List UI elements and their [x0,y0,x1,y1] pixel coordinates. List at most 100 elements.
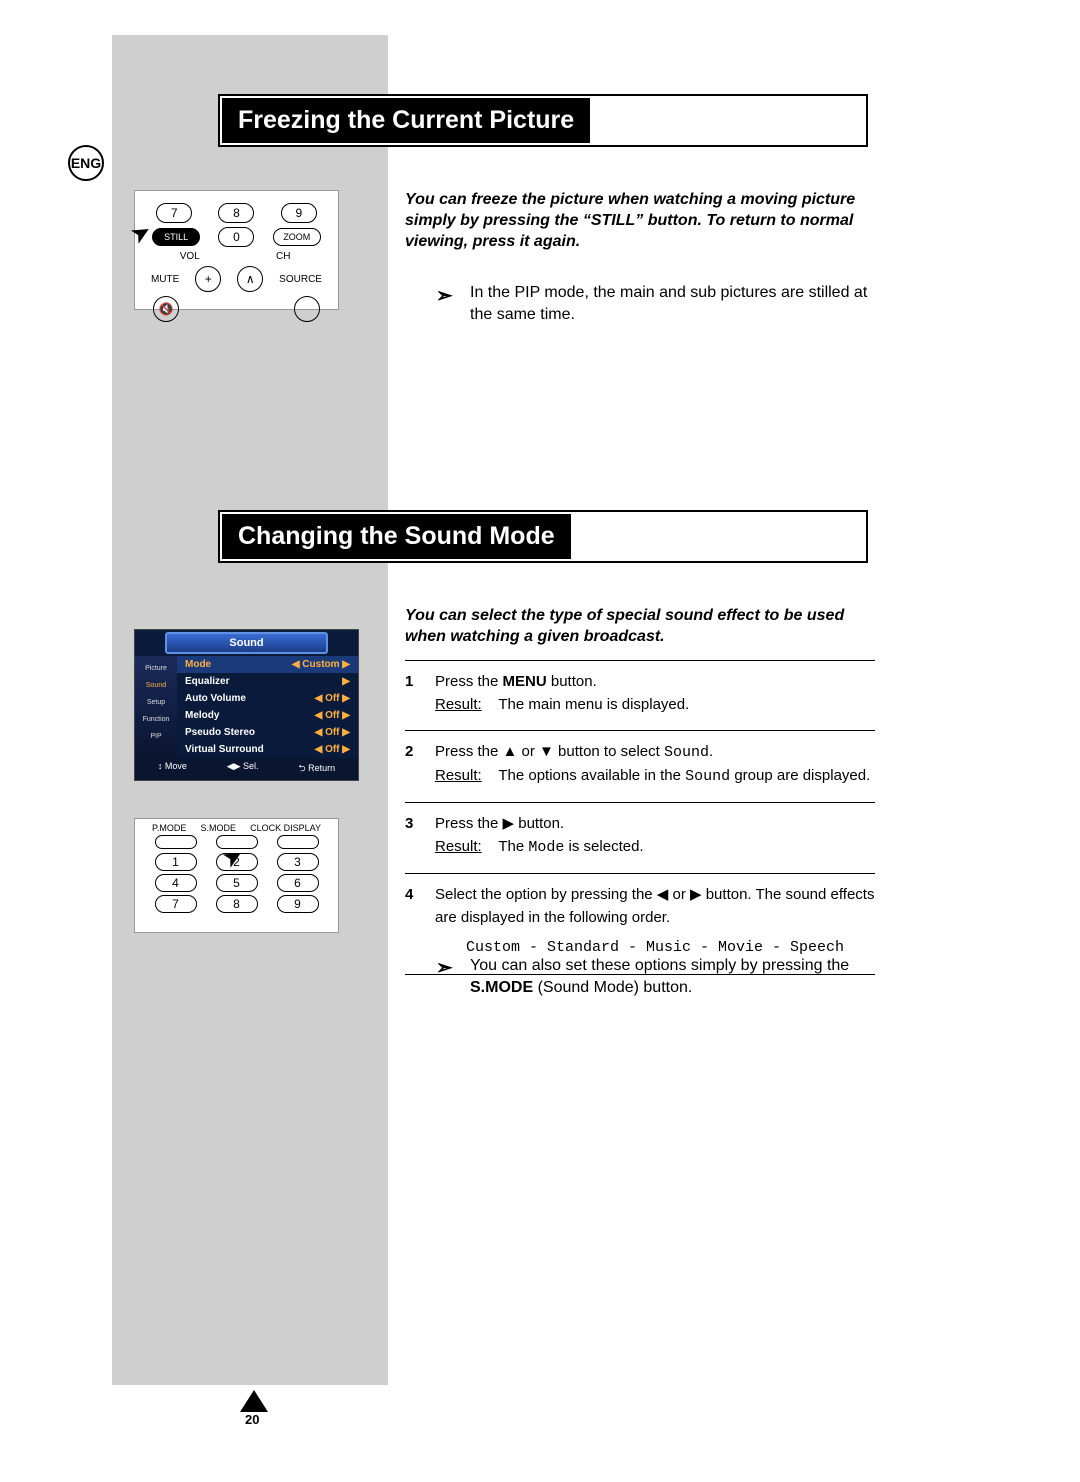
osd-title: Sound [165,632,328,654]
remote-btn-7: 7 [156,203,192,223]
step-text: . [709,743,713,760]
note-arrow-icon: ➣ [436,283,453,308]
remote-btn-8b: 8 [216,895,258,913]
osd-label: Melody [185,710,219,721]
remote-btn-5: 5 [216,874,258,892]
remote-btn-pmode [155,835,197,849]
remote-illustration-2: P.MODE S.MODE CLOCK DISPLAY ➤ 1 2 3 4 5 … [134,818,339,933]
osd-value: ◀ Off ▶ [315,744,350,755]
osd-label: Virtual Surround [185,744,264,755]
osd-value: ◀ Custom ▶ [292,659,350,670]
osd-tab-sound: Sound [137,677,175,694]
remote-btn-9b: 9 [277,895,319,913]
osd-row-pseudostereo: Pseudo Stereo ◀ Off ▶ [177,724,358,741]
step-number: 4 [405,884,435,960]
osd-row-mode: Mode ◀ Custom ▶ [177,656,358,673]
remote-btn-7b: 7 [155,895,197,913]
result-label: Result: [435,767,482,784]
osd-left-tabs: Picture Sound Setup Function PIP [135,656,177,758]
section1-title: Freezing the Current Picture [222,98,590,143]
result-label: Result: [435,838,482,855]
intro-text-1: You can freeze the picture when watching… [405,190,865,252]
remote-btn-still: STILL [152,228,200,246]
step-body: Press the MENU button. Result: The main … [435,671,875,716]
step-text: Press the ▲ or ▼ button to select [435,743,664,760]
osd-footer-return: ⮌ Return [298,761,335,777]
remote-label-mute: MUTE [151,274,179,285]
osd-footer-sel: ◀▶ Sel. [227,761,259,777]
osd-tab-function: Function [137,711,175,728]
step-body: Press the ▲ or ▼ button to select Sound.… [435,741,875,788]
remote-btn-3: 3 [277,853,319,871]
remote-btn-6: 6 [277,874,319,892]
osd-label: Mode [185,659,211,670]
osd-tab-setup: Setup [137,694,175,711]
osd-tab-picture: Picture [137,660,175,677]
remote-btn-vol-up: + [195,266,221,292]
remote-btn-source [294,296,320,322]
remote-btn-0: 0 [218,227,254,247]
note-text: You can also set these options simply by… [470,957,849,974]
smode-note: You can also set these options simply by… [470,955,870,1000]
note-text: (Sound Mode) button. [533,979,692,996]
section2-title: Changing the Sound Mode [222,514,571,559]
note-arrow-icon: ➣ [436,955,453,980]
remote-label-pmode: P.MODE [152,823,186,833]
step-text-bold: MENU [503,673,547,690]
result-text: group are displayed. [730,767,870,784]
step-text: button. [547,673,597,690]
step-text-mono: Sound [664,744,709,761]
osd-label: Equalizer [185,676,229,687]
steps-list: 1 Press the MENU button. Result: The mai… [405,660,875,975]
result-text: The options available in the [498,767,685,784]
step-body: Press the ▶ button. Result: The Mode is … [435,813,875,859]
note-text-1: In the PIP mode, the main and sub pictur… [470,282,870,327]
step-number: 1 [405,671,435,716]
osd-row-equalizer: Equalizer▶ [177,673,358,690]
step-number: 3 [405,813,435,859]
remote-label-vol: VOL [166,251,214,262]
osd-tab-pip: PIP [137,728,175,745]
step-text: Press the [435,673,503,690]
osd-row-melody: Melody ◀ Off ▶ [177,707,358,724]
osd-label: Auto Volume [185,693,246,704]
osd-value: ◀ Off ▶ [315,693,350,704]
result-text: The [498,838,528,855]
step-3: 3 Press the ▶ button. Result: The Mode i… [405,802,875,873]
remote-btn-4: 4 [155,874,197,892]
result-text-mono: Sound [685,768,730,785]
remote-btn-zoom: ZOOM [273,228,321,246]
section2-title-box: Changing the Sound Mode [218,510,868,563]
page-triangle-icon [240,1390,268,1412]
remote-btn-clock [277,835,319,849]
note-text-bold: S.MODE [470,979,533,996]
osd-options: Mode ◀ Custom ▶ Equalizer▶ Auto Volume ◀ O… [177,656,358,758]
step-1: 1 Press the MENU button. Result: The mai… [405,660,875,730]
remote-btn-1: 1 [155,853,197,871]
language-badge: ENG [68,145,104,181]
section1-title-box: Freezing the Current Picture [218,94,868,147]
step-body: Select the option by pressing the ◀ or ▶… [435,884,875,960]
osd-menu: Sound Picture Sound Setup Function PIP M… [134,629,359,781]
result-text: The main menu is displayed. [498,696,689,713]
remote-btn-ch-up: ∧ [237,266,263,292]
remote-btn-mute: 🔇 [153,296,179,322]
step-text: Press the ▶ button. [435,815,564,832]
step-text: Select the option by pressing the ◀ or ▶… [435,886,874,926]
remote-illustration-1: 7 8 9 STILL 0 ZOOM ➤ VOL CH MUTE + ∧ SOU… [134,190,339,310]
result-label: Result: [435,696,482,713]
osd-footer-move: ↕ Move [158,761,187,777]
osd-value: ◀ Off ▶ [315,727,350,738]
remote-label-ch: CH [259,251,307,262]
osd-row-virtualsurround: Virtual Surround ◀ Off ▶ [177,741,358,758]
result-text-mono: Mode [528,839,564,856]
step-number: 2 [405,741,435,788]
remote-label-clock: CLOCK DISPLAY [250,823,321,833]
remote-btn-9: 9 [281,203,317,223]
page-number: 20 [245,1412,259,1427]
intro-text-2: You can select the type of special sound… [405,606,865,648]
remote-btn-8: 8 [218,203,254,223]
osd-value: ◀ Off ▶ [315,710,350,721]
osd-label: Pseudo Stereo [185,727,255,738]
remote-label-source: SOURCE [279,274,322,285]
